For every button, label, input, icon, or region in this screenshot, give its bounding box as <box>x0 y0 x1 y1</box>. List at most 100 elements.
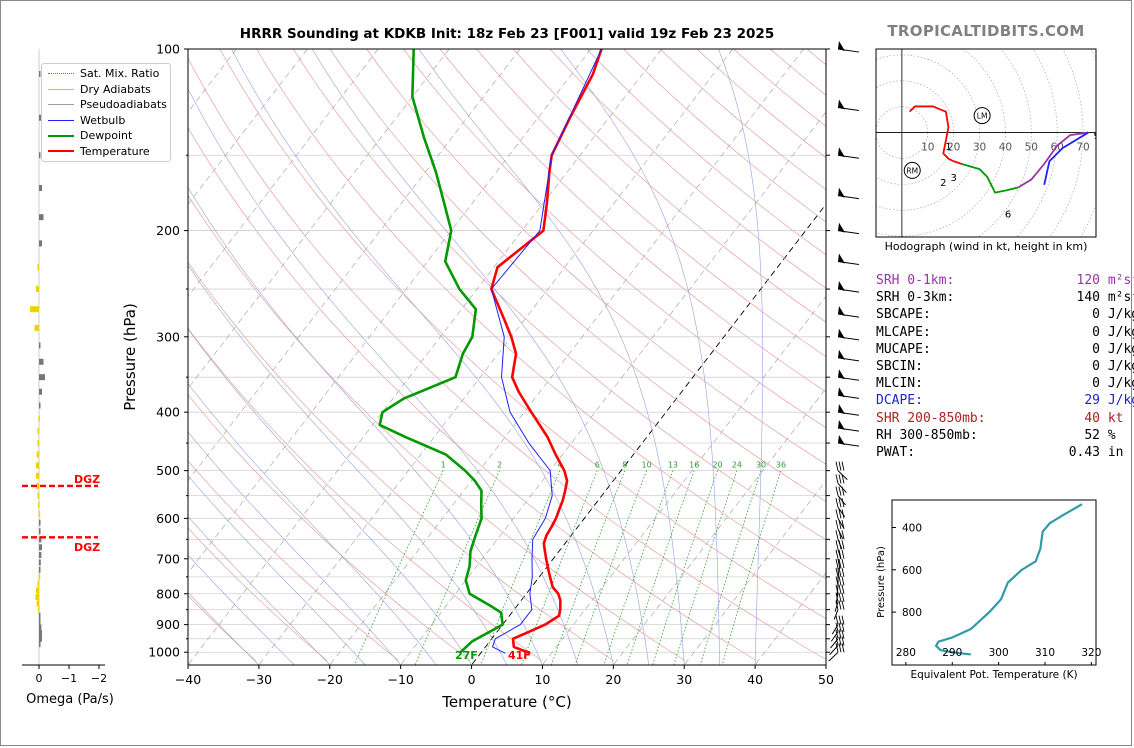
hodograph-height-label: 2 <box>940 178 946 189</box>
barb-flag <box>841 549 845 559</box>
dgz-label-top: DGZ <box>74 473 100 486</box>
barb-flag <box>838 519 842 530</box>
barb-flag <box>841 567 845 577</box>
mix-ratio-label: 20 <box>712 461 722 470</box>
barb-staff <box>834 601 839 612</box>
wind-barb <box>835 558 845 578</box>
omega-bar <box>38 510 41 517</box>
omega-bar <box>39 544 42 551</box>
mix-ratio-line <box>699 470 762 665</box>
barb-flag <box>835 549 839 559</box>
omega-x-tick-label: −2 <box>91 672 107 685</box>
mix-ratio-line <box>414 470 500 665</box>
stat-key: MLCAPE: <box>876 324 931 340</box>
wind-barb <box>835 576 845 596</box>
wind-barb <box>837 349 859 362</box>
mix-ratio-label: 16 <box>689 461 699 470</box>
stat-row: PWAT: 0.43 in <box>876 444 1134 461</box>
omega-bar <box>36 472 39 479</box>
rm-label: RM <box>906 166 918 175</box>
theta-e-trace <box>934 503 1083 656</box>
surface-temp-label: 41F <box>508 649 531 662</box>
barb-flag <box>838 600 842 610</box>
dgz-label-bottom: DGZ <box>74 541 100 554</box>
isotherm-line <box>471 203 826 665</box>
skewt-axis-ticks: −40 −30 −20 −10 0 10 20 30 40 50 100 200 300 400 500 60… <box>148 42 834 688</box>
y-tick-label: 400 <box>156 405 180 420</box>
barb-pennant <box>838 306 845 317</box>
stat-key: SRH 0-3km: <box>876 290 955 306</box>
barb-flag <box>835 629 839 639</box>
skewt-background-lines: 1 2 4 6 8 10 13 16 20 24 30 36 <box>0 49 826 665</box>
stat-value: 0 <box>1092 324 1100 340</box>
isotherm-line <box>188 49 592 574</box>
skewt-ylabel: Pressure (hPa) <box>121 303 139 411</box>
wind-barb <box>834 592 845 612</box>
dry-adiabat-line <box>513 49 826 323</box>
omega-bar <box>36 587 39 594</box>
wind-barbs <box>828 41 859 662</box>
omega-bar <box>39 552 42 559</box>
barb-staff <box>837 470 848 480</box>
dry-adiabat-line <box>329 49 826 503</box>
hodograph-trace <box>909 105 955 163</box>
isotherm-line <box>188 49 308 205</box>
barb-flag <box>835 474 839 484</box>
stat-row: SBCIN: 0 J/kg <box>876 358 1134 375</box>
hodograph-trace <box>1043 131 1089 185</box>
omega-x-tick-label: 0 <box>36 672 43 685</box>
wind-barb <box>837 187 859 200</box>
y-tick-label: 100 <box>156 42 180 57</box>
omega-bar <box>38 606 40 613</box>
stat-value: 0 <box>1092 359 1100 375</box>
wind-barb <box>833 600 845 620</box>
barb-flag <box>835 509 839 519</box>
stat-value: 0.43 <box>1068 445 1100 461</box>
barb-flag <box>838 592 842 602</box>
barb-flag <box>835 498 839 508</box>
barb-flag <box>838 474 842 484</box>
barb-flag <box>841 615 845 625</box>
barb-pennant <box>838 281 845 292</box>
stat-unit: m²s⁻² <box>1107 290 1134 306</box>
barb-flag <box>841 584 845 594</box>
stat-key: MLCIN: <box>876 376 923 392</box>
y-tick-label: 600 <box>156 511 180 526</box>
omega-bar <box>39 624 42 631</box>
omega-bar <box>39 635 42 642</box>
chart-title: HRRR Sounding at KDKB Init: 18z Feb 23 [… <box>239 26 775 42</box>
omega-bar <box>38 501 40 508</box>
wind-barb <box>835 567 845 587</box>
barb-flag <box>838 549 842 559</box>
omega-bar <box>39 214 44 221</box>
hodograph-ring-label: 50 <box>1025 142 1038 154</box>
pseudoadiabat-line <box>311 49 650 665</box>
omega-bar <box>39 185 42 192</box>
wind-barb <box>837 387 859 399</box>
theta-e-y-tick-label: 600 <box>902 565 922 577</box>
omega-bar <box>39 536 42 543</box>
barb-pennant <box>838 420 845 431</box>
barb-flag <box>838 622 842 632</box>
wind-barb <box>835 509 845 529</box>
mix-ratio-line <box>652 470 718 665</box>
hodograph-ring-label: 10 <box>921 142 934 154</box>
wind-barb <box>837 41 859 53</box>
wind-barb <box>837 328 859 341</box>
legend-item-dewpoint: Dewpoint <box>42 128 170 144</box>
pseudoadiabat-line <box>188 475 366 665</box>
theta-e-x-tick-label: 290 <box>942 647 962 659</box>
barb-flag <box>838 576 842 586</box>
y-tick-label: 500 <box>156 463 180 478</box>
x-tick-label: −30 <box>246 672 272 687</box>
isotherm-line <box>0 49 24 665</box>
lm-marker <box>973 107 991 125</box>
dry-adiabat-line <box>476 49 826 358</box>
barb-staff <box>828 651 839 662</box>
x-tick-label: 30 <box>676 672 692 687</box>
wind-barb <box>835 486 846 506</box>
hodograph-ring-label: 30 <box>973 142 986 154</box>
pseudoadiabat-line <box>188 87 579 665</box>
dry-adiabat-line <box>188 327 543 662</box>
